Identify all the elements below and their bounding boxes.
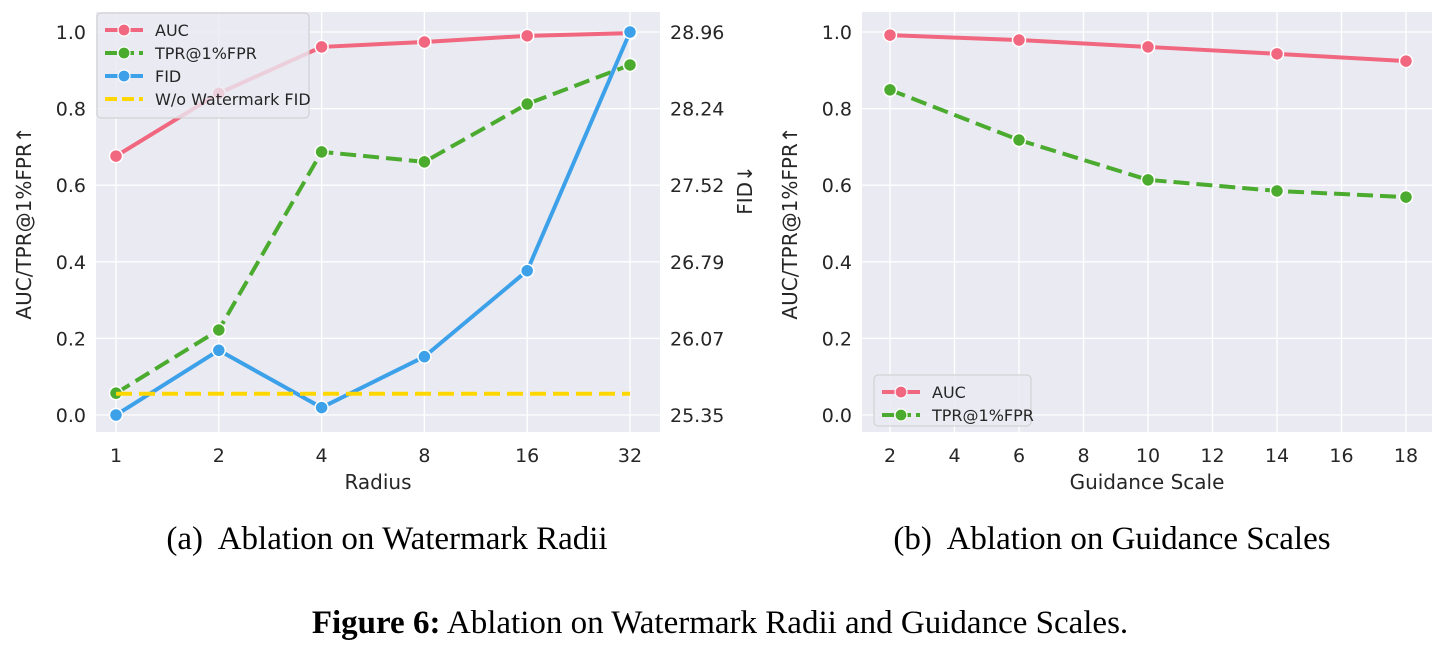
figure-caption-label: Figure 6: bbox=[311, 605, 441, 641]
legend-label: FID bbox=[155, 67, 181, 86]
x-tick-label: 16 bbox=[1329, 445, 1353, 467]
legend-label: TPR@1%FPR bbox=[154, 44, 257, 63]
x-axis-label-radius: Radius bbox=[344, 470, 412, 494]
data-point bbox=[882, 27, 898, 43]
series-line-tpr-1-fpr bbox=[889, 87, 1407, 200]
data-point bbox=[314, 39, 329, 55]
y2-tick-label: 28.24 bbox=[670, 99, 724, 121]
x-tick-label: 32 bbox=[618, 445, 642, 467]
y-tick-label: 1.0 bbox=[822, 22, 852, 44]
data-point bbox=[1140, 39, 1156, 55]
y2-tick-label: 26.79 bbox=[670, 252, 724, 274]
y-tick-label: 0.0 bbox=[56, 405, 86, 427]
data-point bbox=[108, 148, 124, 164]
series-line-fid bbox=[114, 31, 632, 417]
y2-tick-label: 26.07 bbox=[670, 328, 724, 350]
legend-marker bbox=[894, 385, 908, 399]
y-tick-label: 0.6 bbox=[822, 175, 852, 197]
y2-tick-label: 28.96 bbox=[670, 22, 724, 44]
x-tick-label: 4 bbox=[316, 445, 328, 467]
x-tick-label: 2 bbox=[213, 445, 225, 467]
data-point bbox=[622, 57, 638, 73]
legend-marker bbox=[117, 69, 131, 83]
legend-marker bbox=[117, 46, 131, 60]
legend-label: AUC bbox=[155, 21, 189, 40]
y-axis-label: AUC/TPR@1%FPR↑ bbox=[12, 126, 36, 319]
x-tick-label: 18 bbox=[1394, 445, 1418, 467]
plot-area bbox=[862, 12, 1432, 432]
x-tick-label: 8 bbox=[418, 445, 430, 467]
data-point bbox=[108, 407, 124, 423]
x-tick-label: 16 bbox=[515, 445, 539, 467]
legend-marker bbox=[894, 408, 908, 422]
legend-label: W/o Watermark FID bbox=[155, 90, 311, 109]
data-point bbox=[1140, 172, 1156, 188]
y-tick-label: 0.4 bbox=[822, 252, 852, 274]
data-point bbox=[622, 24, 638, 40]
data-point bbox=[882, 82, 898, 98]
data-point bbox=[1269, 46, 1285, 62]
y-tick-label: 0.2 bbox=[56, 328, 86, 350]
data-point bbox=[1398, 189, 1414, 205]
data-point bbox=[417, 349, 432, 364]
data-point bbox=[314, 400, 329, 415]
data-point bbox=[1398, 53, 1414, 69]
x-tick-label: 2 bbox=[884, 445, 896, 467]
data-point bbox=[1269, 183, 1285, 199]
subfigure-caption-a: (a) Ablation on Watermark Radii bbox=[166, 521, 608, 557]
x-axis-label-guidance-scale: Guidance Scale bbox=[1069, 470, 1225, 494]
chart-panel-0: 1 2 4 8 16 32 0.0 25.35 0.2 26.07 0.4 26.79 0.6 27.52… bbox=[12, 12, 757, 467]
subfigure-caption-b: (b) Ablation on Guidance Scales bbox=[893, 521, 1331, 557]
x-tick-label: 8 bbox=[1077, 445, 1089, 467]
y-tick-label: 1.0 bbox=[56, 22, 86, 44]
y-axis-label: AUC/TPR@1%FPR↑ bbox=[778, 126, 802, 319]
y-tick-label: 0.6 bbox=[56, 175, 86, 197]
y2-tick-label: 27.52 bbox=[670, 175, 724, 197]
y-tick-label: 0.0 bbox=[822, 405, 852, 427]
data-point bbox=[417, 34, 432, 50]
x-tick-label: 6 bbox=[1013, 445, 1025, 467]
legend-label: TPR@1%FPR bbox=[931, 406, 1034, 425]
x-tick-label: 10 bbox=[1136, 445, 1160, 467]
data-point bbox=[519, 263, 535, 278]
legend-label: AUC bbox=[932, 383, 966, 402]
chart-panel-1: 2 4 6 8 10 12 14 16 18 0.0 0.2 0.4 0.6 0.8 1.0 AUC/TPR@… bbox=[778, 12, 1432, 467]
data-point bbox=[1011, 132, 1027, 148]
y2-axis-label: FID↓ bbox=[733, 165, 757, 215]
y-tick-label: 0.8 bbox=[56, 99, 86, 121]
x-tick-label: 12 bbox=[1200, 445, 1224, 467]
data-point bbox=[1011, 32, 1027, 48]
legend bbox=[873, 374, 1032, 427]
y2-tick-label: 25.35 bbox=[670, 405, 724, 427]
data-point bbox=[417, 154, 432, 170]
data-point bbox=[519, 28, 535, 44]
data-point bbox=[314, 144, 329, 160]
x-tick-label: 4 bbox=[948, 445, 960, 467]
y-tick-label: 0.4 bbox=[56, 252, 86, 274]
data-point bbox=[211, 322, 227, 338]
series-line-tpr-1-fpr bbox=[114, 63, 631, 395]
figure-caption: Figure 6: Ablation on Watermark Radii an… bbox=[220, 604, 1220, 642]
data-point bbox=[519, 96, 535, 112]
data-point bbox=[211, 343, 227, 358]
y-tick-label: 0.2 bbox=[822, 328, 852, 350]
x-tick-label: 14 bbox=[1265, 445, 1289, 467]
legend-marker bbox=[117, 23, 131, 37]
figure-caption-text: Ablation on Watermark Radii and Guidance… bbox=[440, 605, 1129, 641]
legend bbox=[96, 12, 310, 119]
y-tick-label: 0.8 bbox=[822, 99, 852, 121]
x-tick-label: 1 bbox=[110, 445, 122, 467]
